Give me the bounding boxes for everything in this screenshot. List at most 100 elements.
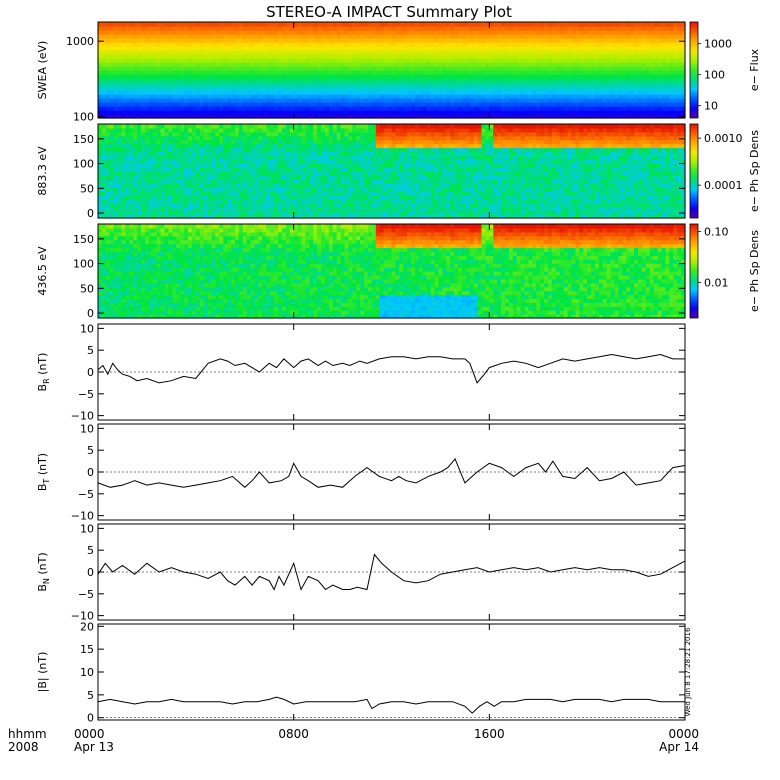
heatmap-cell [379,110,385,115]
heatmap-cell [321,78,326,83]
heatmap-cell [211,30,216,35]
heatmap-cell [278,102,283,107]
heatmap-cell [191,155,197,160]
heatmap-cell [180,171,185,176]
heatmap-cell [199,131,205,137]
heatmap-cell [677,102,682,107]
heatmap-cell [105,94,111,99]
heatmap-cell [199,70,205,75]
heatmap-cell [199,26,205,31]
heatmap-cell [125,194,130,200]
heatmap-cell [481,34,487,39]
heatmap-cell [469,90,475,95]
heatmap-cell [211,82,216,87]
heatmap-cell [622,102,627,107]
heatmap-cell [317,78,322,83]
heatmap-cell [293,214,299,219]
heatmap-cell [559,90,565,95]
heatmap-cell [105,90,111,95]
heatmap-cell [368,78,373,83]
heatmap-cell [324,34,330,39]
heatmap-cell [681,42,686,47]
heatmap-cell [238,66,244,71]
heatmap-cell [673,114,678,119]
heatmap-cell [645,22,651,27]
heatmap-cell [442,66,447,71]
heatmap-cell [360,90,365,95]
heatmap-cell [121,62,126,67]
heatmap-cell [508,78,514,83]
heatmap-cell [446,94,451,99]
heatmap-cell [148,90,154,95]
heatmap-cell [270,206,275,211]
heatmap-cell [528,30,533,35]
heatmap-cell [587,58,592,63]
heatmap-cell [328,98,334,103]
heatmap-cell [180,124,185,129]
heatmap-cell [497,82,502,87]
heatmap-cell [188,110,193,115]
heatmap-cell [544,46,549,51]
heatmap-cell [681,30,686,35]
heatmap-cell [395,46,400,51]
heatmap-cell [512,62,518,67]
heatmap-cell [266,131,271,137]
heatmap-cell [117,167,123,172]
heatmap-cell [278,86,283,91]
heatmap-cell [344,46,350,51]
heatmap-cell [407,110,412,115]
heatmap-cell [144,159,150,164]
heatmap-cell [234,102,240,107]
heatmap-cell [168,178,173,184]
heatmap-cell [266,124,271,129]
heatmap-cell [184,194,189,200]
heatmap-cell [516,34,522,39]
heatmap-cell [125,206,130,211]
heatmap-cell [152,206,158,211]
heatmap-cell [544,26,549,31]
heatmap-cell [258,86,263,91]
heatmap-cell [653,54,659,59]
heatmap-cell [508,38,514,43]
heatmap-cell [113,90,119,95]
heatmap-cell [532,110,537,115]
heatmap-cell [305,190,310,196]
heatmap-cell [98,127,103,133]
heatmap-cell [340,94,346,99]
heatmap-cell [665,74,670,79]
heatmap-cell [105,30,111,35]
heatmap-cell [481,98,487,103]
heatmap-cell [641,110,647,115]
heatmap-cell [606,74,612,79]
heatmap-cell [446,74,451,79]
heatmap-cell [555,114,561,119]
heatmap-cell [391,38,397,43]
heatmap-cell [148,198,154,203]
heatmap-cell [266,74,271,79]
heatmap-cell [211,147,216,153]
heatmap-cell [188,98,193,103]
heatmap-cell [356,74,361,79]
heatmap-cell [336,46,342,51]
heatmap-cell [223,182,228,188]
heatmap-cell [309,26,314,31]
heatmap-cell [133,50,138,55]
heatmap-cell [634,62,639,67]
heatmap-cell [160,127,166,133]
heatmap-cell [98,94,103,99]
heatmap-cell [117,159,123,164]
heatmap-cell [301,58,306,63]
heatmap-cell [489,106,494,111]
heatmap-cell [446,54,451,59]
heatmap-cell [176,214,181,219]
heatmap-cell [262,38,267,43]
heatmap-cell [422,34,428,39]
heatmap-cell [328,26,334,31]
heatmap-cell [571,66,577,71]
heatmap-cell [109,30,115,35]
heatmap-cell [117,131,123,137]
heatmap-cell [575,70,580,75]
heatmap-cell [446,102,451,107]
heatmap-cell [238,167,244,172]
heatmap-cell [524,106,530,111]
